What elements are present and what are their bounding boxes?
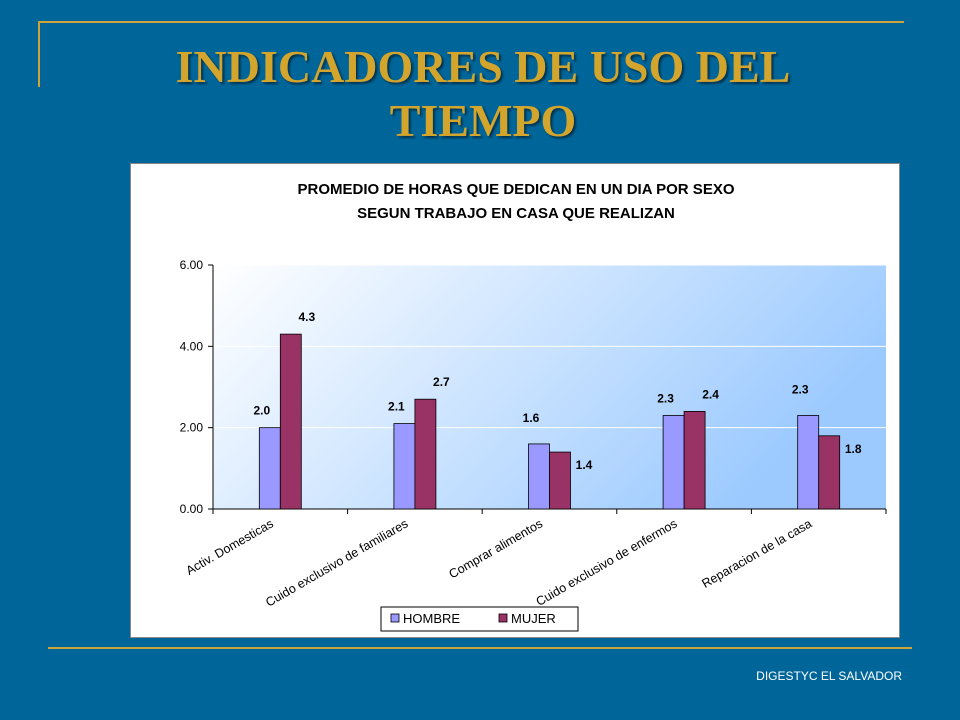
legend-swatch-hombre (390, 613, 400, 623)
x-category-label: Activ. Domesticas (184, 516, 276, 577)
legend-swatch-mujer (498, 613, 508, 623)
legend-label-hombre: HOMBRE (403, 611, 460, 626)
data-label-hombre: 2.3 (792, 382, 809, 396)
chart-title-line1: PROMEDIO DE HORAS QUE DEDICAN EN UN DIA … (298, 181, 735, 198)
data-label-mujer: 1.4 (576, 458, 593, 472)
data-label-hombre: 2.1 (388, 400, 405, 414)
y-tick-label: 2.00 (180, 421, 204, 435)
x-category-label: Cuido exclusivo de enfermos (534, 516, 680, 608)
data-label-hombre: 1.6 (523, 411, 540, 425)
gold-rule-bottom (48, 647, 912, 649)
x-category-label: Comprar alimentos (447, 516, 545, 581)
bar-mujer (683, 410, 706, 510)
data-label-hombre: 2.0 (253, 404, 270, 418)
bar-hombre (662, 415, 685, 510)
bar-mujer (549, 451, 571, 510)
y-tick-label: 6.00 (180, 258, 204, 272)
data-label-hombre: 2.3 (657, 391, 674, 405)
bar-hombre (393, 423, 416, 510)
bar-mujer (279, 333, 302, 510)
bar-mujer (818, 435, 841, 510)
gold-rule-top (38, 21, 904, 23)
bar-hombre (528, 443, 550, 510)
x-category-label: Cuido exclusivo de familiares (263, 516, 410, 609)
slide-title: INDICADORES DE USO DEL TIEMPO (60, 40, 906, 148)
data-label-mujer: 2.7 (433, 375, 450, 389)
legend-label-mujer: MUJER (511, 611, 556, 626)
data-label-mujer: 4.3 (298, 310, 315, 324)
y-tick-label: 0.00 (180, 502, 204, 516)
data-label-mujer: 1.8 (845, 442, 862, 456)
chart-title-line2: SEGUN TRABAJO EN CASA QUE REALIZAN (357, 205, 675, 222)
legend-box (380, 606, 579, 632)
data-label-mujer: 2.4 (702, 387, 719, 401)
slide-title-line1: INDICADORES DE USO DEL (175, 41, 791, 92)
bar-hombre (258, 427, 281, 510)
x-category-label: Reparacion de la casa (699, 516, 814, 590)
chart-container: PROMEDIO DE HORAS QUE DEDICAN EN UN DIA … (130, 163, 900, 638)
y-tick-label: 4.00 (180, 339, 204, 353)
gold-rule-left (38, 21, 40, 87)
slide-title-line2: TIEMPO (389, 95, 577, 146)
bar-hombre (797, 415, 820, 510)
bar-chart: PROMEDIO DE HORAS QUE DEDICAN EN UN DIA … (180, 181, 887, 632)
bar-mujer (414, 398, 437, 510)
footer-source: DIGESTYC EL SALVADOR (756, 669, 902, 683)
